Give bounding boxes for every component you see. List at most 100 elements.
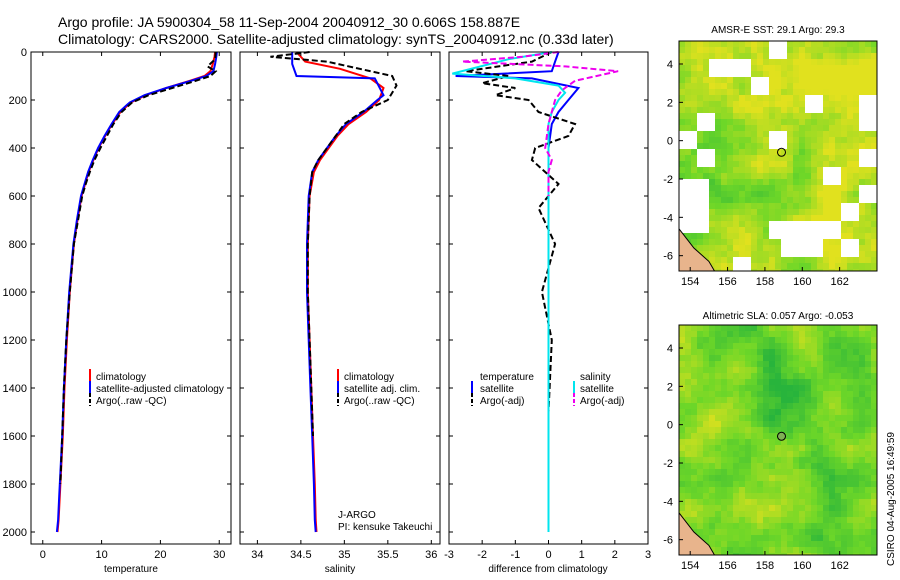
map-cell xyxy=(871,451,877,457)
map-cell xyxy=(679,457,685,463)
map-cell xyxy=(763,367,769,373)
map-cell xyxy=(733,59,739,65)
map-cell xyxy=(805,499,811,505)
map-cell xyxy=(829,113,835,119)
map-cell xyxy=(829,553,835,555)
map-cell xyxy=(811,535,817,541)
map-cell xyxy=(829,233,835,239)
map-cell xyxy=(757,475,763,481)
map-cell xyxy=(733,179,739,185)
map-cell xyxy=(793,197,799,203)
map-cell xyxy=(811,239,817,245)
map-cell xyxy=(775,409,781,415)
map-cell xyxy=(829,523,835,529)
map-cell xyxy=(841,53,847,59)
map-cell xyxy=(739,379,745,385)
map-cell xyxy=(829,493,835,499)
map-cell xyxy=(757,251,763,257)
map-cell xyxy=(733,355,739,361)
map-cell xyxy=(817,403,823,409)
map-cell xyxy=(703,385,709,391)
map-cell xyxy=(865,367,871,373)
map-cell xyxy=(787,325,793,331)
map-cell xyxy=(697,155,703,161)
map-cell xyxy=(829,445,835,451)
map-cell xyxy=(715,59,721,65)
map-cell xyxy=(769,83,775,89)
map-cell xyxy=(703,149,709,155)
map-cell xyxy=(751,463,757,469)
map-cell xyxy=(805,227,811,233)
map-cell xyxy=(763,349,769,355)
map-cell xyxy=(847,101,853,107)
map-cell xyxy=(751,149,757,155)
map-cell xyxy=(751,107,757,113)
map-cell xyxy=(811,47,817,53)
map-cell xyxy=(697,331,703,337)
map-cell xyxy=(793,499,799,505)
y-tick-label: 1400 xyxy=(3,383,27,395)
y-tick-label: 400 xyxy=(9,143,27,155)
map-cell xyxy=(871,505,877,511)
map-cell xyxy=(859,143,865,149)
map-cell xyxy=(703,197,709,203)
map-cell xyxy=(691,463,697,469)
map-cell xyxy=(751,53,757,59)
map-cell xyxy=(709,185,715,191)
map-cell xyxy=(835,197,841,203)
map-cell xyxy=(721,361,727,367)
map-cell xyxy=(793,505,799,511)
map-cell xyxy=(709,203,715,209)
map-cell xyxy=(775,397,781,403)
map-cell xyxy=(763,77,769,83)
map-cell xyxy=(763,203,769,209)
series-line-temperature-argo-adj- xyxy=(465,51,577,484)
map-cell xyxy=(697,179,703,185)
map-cell xyxy=(715,83,721,89)
map-cell xyxy=(757,415,763,421)
map-cell xyxy=(793,59,799,65)
map-cell xyxy=(847,59,853,65)
map-cell xyxy=(799,239,805,245)
map-cell xyxy=(733,445,739,451)
y-tick-label: 1800 xyxy=(3,479,27,491)
map-cell xyxy=(835,125,841,131)
map-cell xyxy=(721,397,727,403)
map-cell xyxy=(871,475,877,481)
map-cell xyxy=(781,553,787,555)
map-cell xyxy=(703,523,709,529)
map-cell xyxy=(841,553,847,555)
map-cell xyxy=(775,523,781,529)
series-line-climatology xyxy=(295,51,385,533)
map-cell xyxy=(841,397,847,403)
map-cell xyxy=(799,221,805,227)
map-cell xyxy=(853,197,859,203)
map-cell xyxy=(715,397,721,403)
map-cell xyxy=(691,499,697,505)
map-cell xyxy=(847,239,853,245)
map-cell xyxy=(727,263,733,269)
map-cell xyxy=(781,475,787,481)
map-y-tick-label: -2 xyxy=(663,174,673,186)
map-cell xyxy=(865,119,871,125)
map-cell xyxy=(727,469,733,475)
map-cell xyxy=(721,221,727,227)
map-cell xyxy=(871,149,877,155)
map-cell xyxy=(703,337,709,343)
series-line-salinity-satellite xyxy=(452,51,567,532)
map-cell xyxy=(751,481,757,487)
map-cell xyxy=(829,415,835,421)
map-cell xyxy=(787,541,793,547)
map-cell xyxy=(703,499,709,505)
map-cell xyxy=(685,41,691,47)
map-cell xyxy=(799,337,805,343)
map-cell xyxy=(793,185,799,191)
map-cell xyxy=(835,257,841,263)
map-cell xyxy=(841,433,847,439)
map-cell xyxy=(685,499,691,505)
map-cell xyxy=(787,523,793,529)
map-cell xyxy=(763,71,769,77)
map-cell xyxy=(823,269,829,271)
map-cell xyxy=(811,113,817,119)
map-cell xyxy=(721,349,727,355)
